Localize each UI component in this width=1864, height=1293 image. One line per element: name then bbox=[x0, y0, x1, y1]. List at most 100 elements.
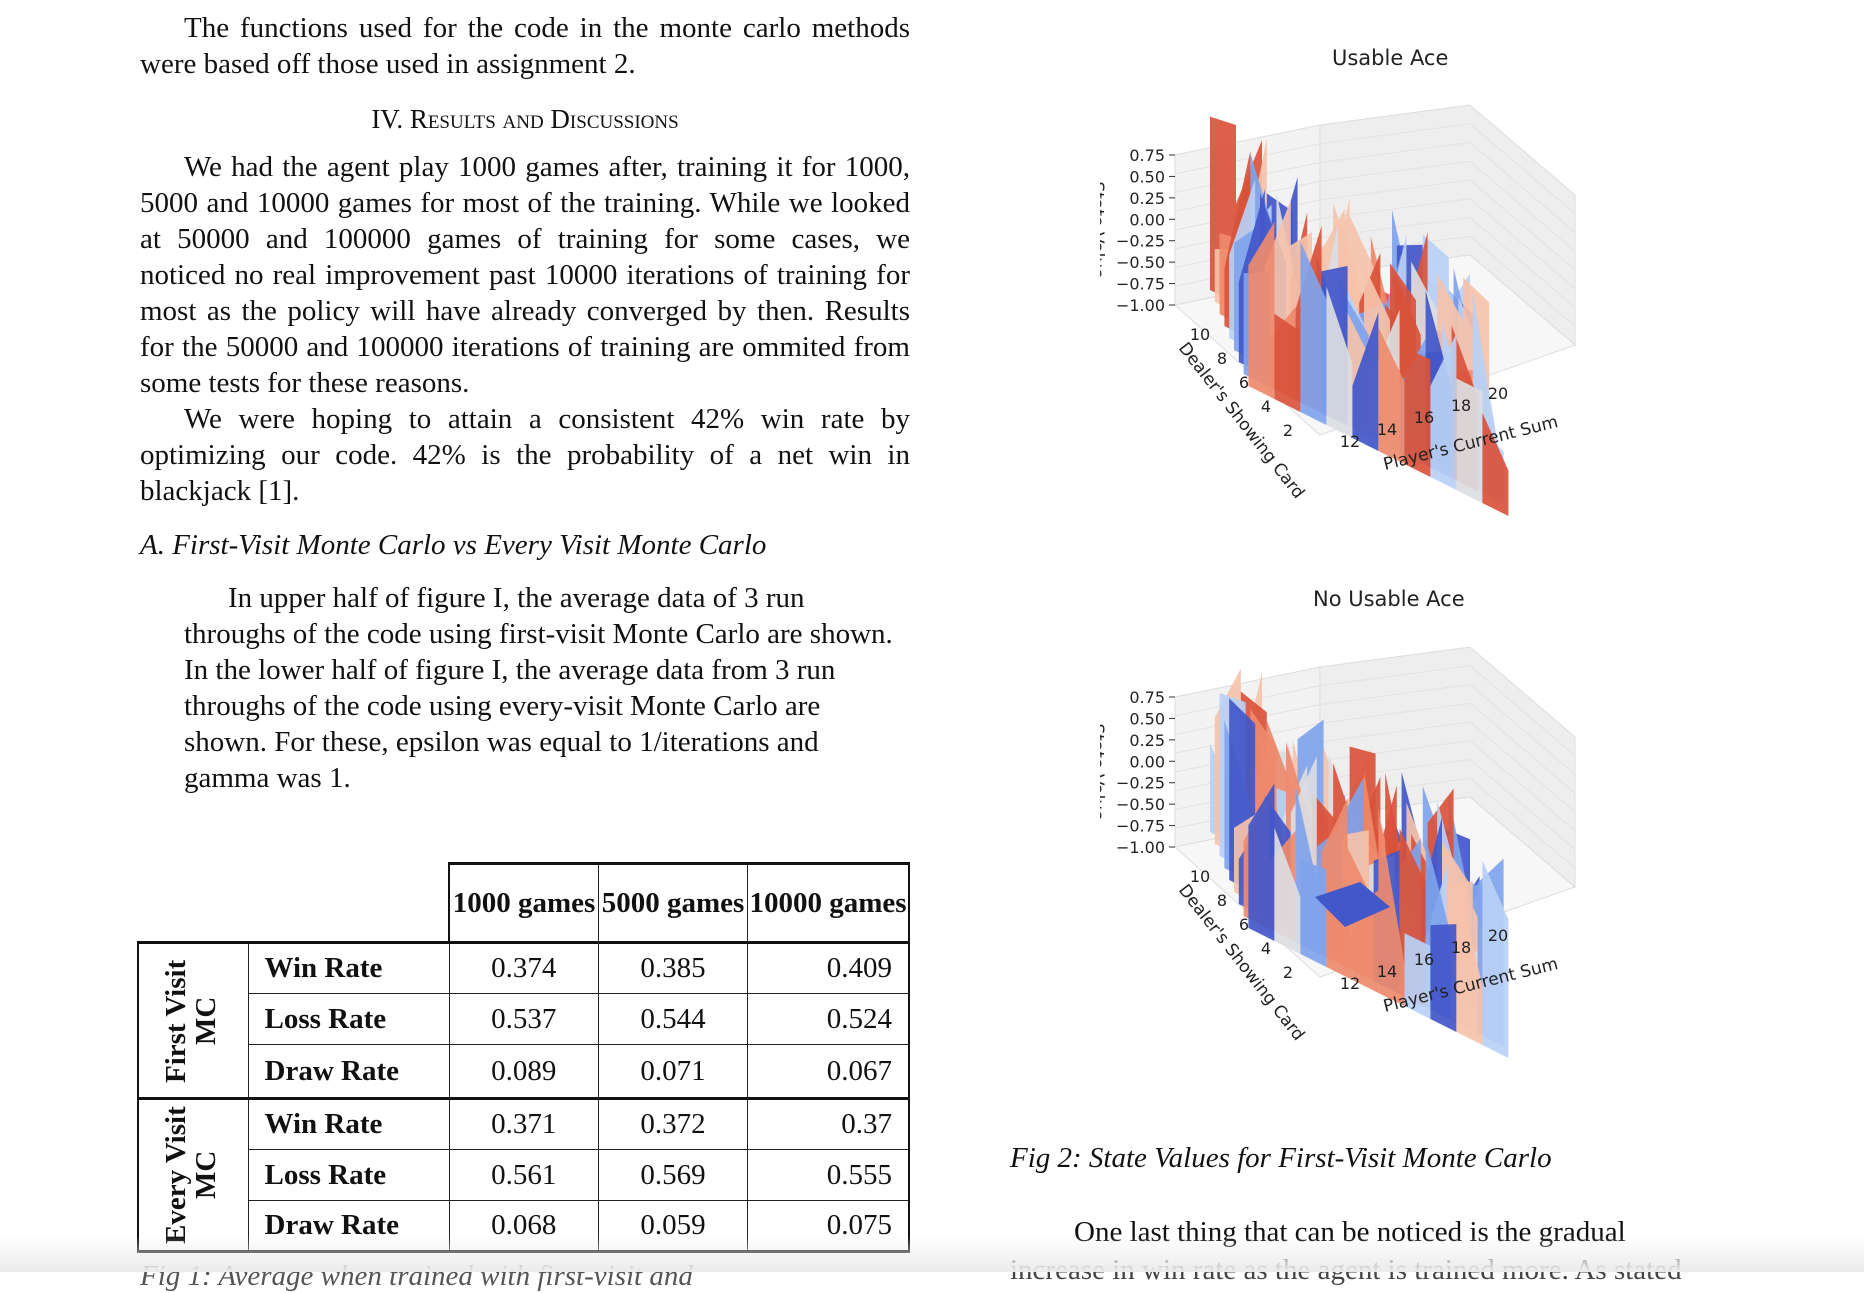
empty-corner bbox=[138, 864, 248, 943]
gridline bbox=[1319, 684, 1471, 705]
row-label: Win Rate bbox=[247, 941, 450, 994]
gridline bbox=[1319, 142, 1471, 163]
surface-plot-usable-ace: 0.75 0.50 0.25 0.00 −0.25 −0.50 −0.75 −1.00 Stat… bbox=[1100, 104, 1576, 516]
gridline bbox=[1319, 702, 1471, 724]
y-tick-label: 2 bbox=[1283, 963, 1293, 982]
table-cell: 0.372 bbox=[598, 1098, 748, 1150]
gridline bbox=[1319, 721, 1471, 743]
surface-facet bbox=[1300, 241, 1327, 425]
z-tick-label: 0.25 bbox=[1129, 189, 1165, 208]
empty-corner-2 bbox=[248, 864, 449, 943]
x-tick-label: 16 bbox=[1414, 408, 1434, 427]
surface-facet bbox=[1430, 924, 1457, 1032]
gridline bbox=[1469, 217, 1576, 308]
table-cell: 0.569 bbox=[598, 1149, 748, 1201]
table-row: Loss Rate 0.537 0.544 0.524 bbox=[138, 993, 910, 1045]
x-tick-label: 12 bbox=[1340, 432, 1360, 451]
table-row: Loss Rate 0.561 0.569 0.555 bbox=[138, 1149, 910, 1201]
group-label: First Visit MC bbox=[137, 941, 249, 1100]
gridline bbox=[1469, 142, 1576, 233]
group-label: Every Visit MC bbox=[137, 1098, 249, 1253]
gridline bbox=[1319, 179, 1471, 201]
results-paragraph-1: We had the agent play 1000 games after, … bbox=[140, 151, 910, 399]
z-tick-label: −0.25 bbox=[1116, 232, 1165, 251]
group-label-text: First Visit MC bbox=[160, 958, 223, 1083]
z-tick-label: −0.25 bbox=[1116, 774, 1165, 793]
table-cell: 0.37 bbox=[747, 1098, 910, 1150]
gridline bbox=[1469, 123, 1576, 215]
surface-facet bbox=[1456, 871, 1483, 1045]
bottom-fade bbox=[0, 1236, 1864, 1272]
gridline bbox=[1469, 160, 1576, 252]
y-tick-label: 6 bbox=[1239, 373, 1249, 392]
x-tick-label: 20 bbox=[1488, 384, 1508, 403]
gridline bbox=[1469, 777, 1576, 869]
table-cell: 0.537 bbox=[448, 993, 599, 1045]
x-tick-label: 14 bbox=[1377, 420, 1397, 439]
gridline bbox=[1469, 759, 1576, 850]
z-tick-label: 0.75 bbox=[1129, 688, 1165, 707]
table-cell: 0.524 bbox=[747, 993, 910, 1045]
surface-facet bbox=[1430, 333, 1457, 490]
surface-facet bbox=[1404, 348, 1431, 477]
z-axis-label: State Value bbox=[1100, 723, 1107, 820]
table-cell: 0.544 bbox=[598, 993, 748, 1045]
column-header: 5000 games bbox=[598, 862, 748, 943]
surface-facet bbox=[1274, 313, 1301, 412]
table-header-row: 1000 games 5000 games 10000 games bbox=[138, 862, 910, 943]
surface-facet bbox=[1482, 412, 1509, 516]
left-column: The functions used for the code in the m… bbox=[140, 10, 910, 796]
z-tick-label: −1.00 bbox=[1116, 838, 1165, 857]
x-tick-label: 14 bbox=[1377, 962, 1397, 981]
row-label: Loss Rate bbox=[247, 993, 450, 1045]
chart-title: Usable Ace bbox=[1332, 46, 1449, 70]
gridline bbox=[1319, 759, 1471, 780]
surface-facet bbox=[1482, 860, 1509, 1058]
z-tick-label: −0.75 bbox=[1116, 275, 1165, 294]
gridline bbox=[1319, 777, 1471, 799]
gridline bbox=[1469, 665, 1576, 757]
y-tick-label: 10 bbox=[1190, 325, 1210, 344]
surface-facet bbox=[1326, 286, 1353, 438]
subsection-paragraph: In upper half of figure I, the average d… bbox=[184, 582, 893, 794]
row-label: Loss Rate bbox=[247, 1149, 450, 1201]
surface-facet bbox=[1378, 807, 1405, 1006]
surface-facet bbox=[1300, 859, 1327, 967]
y-tick-label: 2 bbox=[1283, 421, 1293, 440]
gridline bbox=[1469, 198, 1576, 290]
surface-facet bbox=[1352, 312, 1379, 451]
y-tick-label: 8 bbox=[1217, 349, 1227, 368]
surface-facet bbox=[1274, 827, 1301, 954]
z-tick-label: 0.75 bbox=[1129, 146, 1165, 165]
gridline bbox=[1319, 740, 1471, 762]
gridline bbox=[1319, 160, 1471, 182]
column-header: 10000 games bbox=[747, 862, 910, 943]
surface-facet bbox=[1248, 783, 1275, 941]
table-cell: 0.371 bbox=[448, 1098, 599, 1150]
surface-facet bbox=[1456, 378, 1483, 503]
y-tick-label: 10 bbox=[1190, 867, 1210, 886]
table-row: First Visit MC Win Rate 0.374 0.385 0.40… bbox=[137, 941, 910, 1100]
x-tick-label: 20 bbox=[1488, 926, 1508, 945]
x-tick-label: 16 bbox=[1414, 950, 1434, 969]
table-cell: 0.409 bbox=[747, 941, 910, 994]
gridline bbox=[1469, 721, 1576, 813]
x-tick-label: 12 bbox=[1340, 974, 1360, 993]
table-row: Every Visit MC Win Rate 0.371 0.372 0.37 bbox=[137, 1098, 910, 1253]
gridline bbox=[1469, 684, 1576, 775]
z-tick-label: −0.75 bbox=[1116, 817, 1165, 836]
surface-plot-no-usable-ace: 0.75 0.50 0.25 0.00 −0.25 −0.50 −0.75 −1.00 Stat… bbox=[1100, 646, 1576, 1058]
results-paragraph-2: We were hoping to attain a consistent 42… bbox=[140, 403, 910, 507]
intro-paragraph: The functions used for the code in the m… bbox=[140, 12, 910, 80]
y-tick-label: 4 bbox=[1261, 397, 1271, 416]
z-tick-label: 0.25 bbox=[1129, 731, 1165, 750]
gridline bbox=[1319, 123, 1471, 145]
section-heading: IV. Results and Discussions bbox=[140, 104, 910, 135]
table-cell: 0.561 bbox=[448, 1149, 599, 1201]
y-tick-label: 8 bbox=[1217, 891, 1227, 910]
chart-title: No Usable Ace bbox=[1313, 587, 1465, 611]
gridline bbox=[1469, 740, 1576, 832]
z-tick-label: −0.50 bbox=[1116, 253, 1165, 272]
fig2-caption: Fig 2: State Values for First-Visit Mont… bbox=[1010, 1142, 1552, 1174]
z-tick-label: 0.50 bbox=[1129, 709, 1165, 728]
